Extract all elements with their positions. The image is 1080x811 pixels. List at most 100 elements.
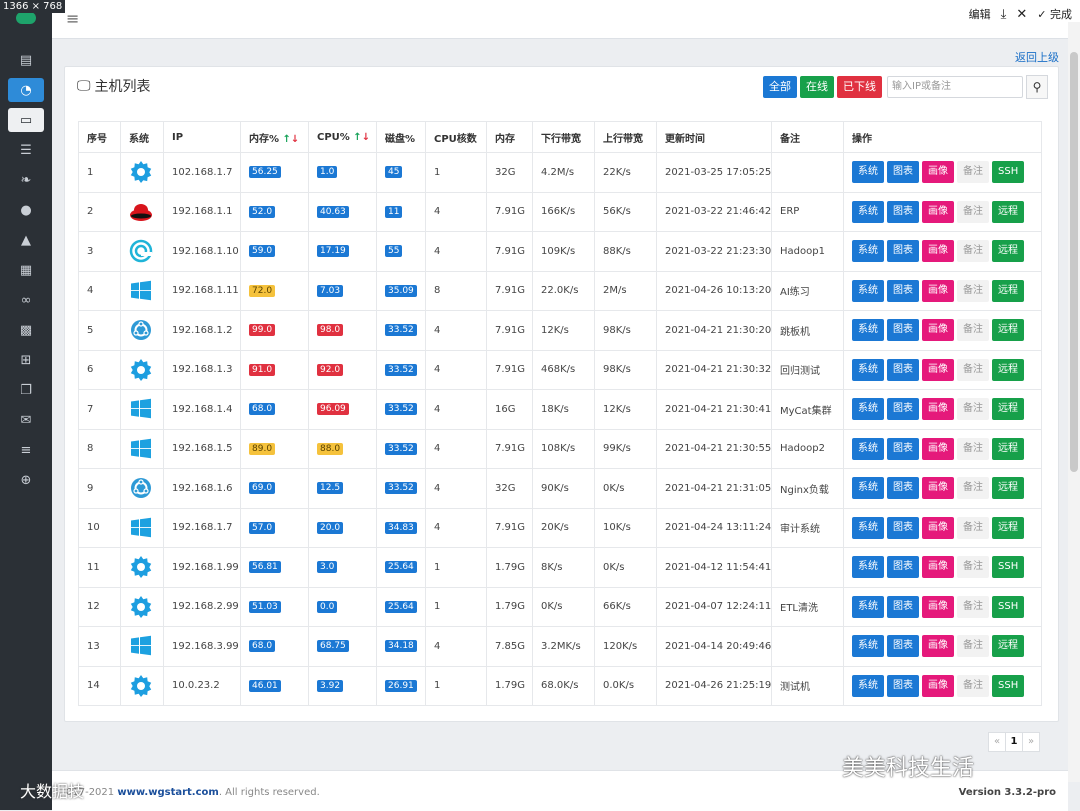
note-button[interactable]: 备注 (957, 556, 989, 579)
system-button[interactable]: 系统 (852, 635, 884, 658)
page-prev[interactable]: « (993, 736, 1001, 747)
page-current[interactable]: 1 (1005, 733, 1023, 751)
profile-button[interactable]: 画像 (922, 595, 954, 618)
nav-docker-icon[interactable]: ▲ (21, 232, 31, 248)
profile-button[interactable]: 画像 (922, 398, 954, 421)
chart-button[interactable]: 图表 (887, 635, 919, 658)
edit-button[interactable]: 编辑 (968, 8, 991, 21)
nav-copy-icon[interactable]: ❐ (20, 382, 32, 398)
remote-button[interactable]: 远程 (992, 477, 1024, 500)
remote-button[interactable]: 远程 (992, 319, 1024, 342)
note-button[interactable]: 备注 (957, 398, 989, 421)
chart-button[interactable]: 图表 (887, 200, 919, 223)
system-button[interactable]: 系统 (852, 595, 884, 618)
note-button[interactable]: 备注 (957, 358, 989, 381)
nav-zoom-icon[interactable]: ⊕ (20, 472, 32, 488)
note-button[interactable]: 备注 (957, 635, 989, 658)
note-button[interactable]: 备注 (957, 240, 989, 263)
nav-grid-icon[interactable]: ▩ (19, 322, 33, 338)
scrollbar[interactable] (1068, 22, 1080, 782)
profile-button[interactable]: 画像 (922, 674, 954, 697)
note-button[interactable]: 备注 (957, 319, 989, 342)
remote-button[interactable]: 远程 (992, 279, 1024, 302)
profile-button[interactable]: 画像 (922, 477, 954, 500)
note-button[interactable]: 备注 (957, 161, 989, 184)
remote-button[interactable]: 远程 (992, 398, 1024, 421)
chart-button[interactable]: 图表 (887, 398, 919, 421)
menu-toggle-icon[interactable]: ≡ (66, 9, 80, 28)
download-icon[interactable]: ⤓ (1000, 6, 1007, 22)
profile-button[interactable]: 画像 (922, 556, 954, 579)
system-button[interactable]: 系统 (852, 279, 884, 302)
nav-plus-square-icon[interactable]: ⊞ (20, 352, 32, 368)
done-button[interactable]: ✓ 完成 (1037, 6, 1072, 22)
chart-button[interactable]: 图表 (887, 240, 919, 263)
chart-button[interactable]: 图表 (887, 556, 919, 579)
system-button[interactable]: 系统 (852, 477, 884, 500)
nav-dashboard-icon[interactable]: ◔ (8, 78, 44, 102)
nav-server-icon[interactable]: ≡ (20, 442, 32, 458)
scrollbar-thumb[interactable] (1070, 52, 1078, 472)
nav-list-icon[interactable]: ☰ (20, 142, 32, 158)
note-button[interactable]: 备注 (957, 279, 989, 302)
chart-button[interactable]: 图表 (887, 161, 919, 184)
system-button[interactable]: 系统 (852, 319, 884, 342)
profile-button[interactable]: 画像 (922, 437, 954, 460)
chart-button[interactable]: 图表 (887, 279, 919, 302)
profile-button[interactable]: 画像 (922, 516, 954, 539)
nav-monitor-icon[interactable]: ▭ (8, 108, 44, 132)
page-next[interactable]: » (1027, 736, 1035, 747)
system-button[interactable]: 系统 (852, 358, 884, 381)
nav-book-icon[interactable]: ▤ (19, 52, 33, 68)
system-button[interactable]: 系统 (852, 240, 884, 263)
profile-button[interactable]: 画像 (922, 161, 954, 184)
profile-button[interactable]: 画像 (922, 635, 954, 658)
chart-button[interactable]: 图表 (887, 516, 919, 539)
sort-icon[interactable]: ↑↓ (282, 133, 300, 145)
note-button[interactable]: 备注 (957, 477, 989, 500)
chart-button[interactable]: 图表 (887, 595, 919, 618)
system-button[interactable]: 系统 (852, 161, 884, 184)
nav-table-icon[interactable]: ▦ (19, 262, 33, 278)
system-button[interactable]: 系统 (852, 437, 884, 460)
system-button[interactable]: 系统 (852, 398, 884, 421)
filter-online-button[interactable]: 在线 (800, 76, 834, 98)
back-link[interactable]: 返回上级 (1015, 51, 1059, 64)
system-button[interactable]: 系统 (852, 556, 884, 579)
nav-link-icon[interactable]: ∞ (20, 292, 32, 308)
chart-button[interactable]: 图表 (887, 437, 919, 460)
search-input[interactable]: 输入IP或备注 (887, 76, 1023, 98)
system-button[interactable]: 系统 (852, 200, 884, 223)
nav-chat-icon[interactable]: ● (20, 202, 32, 218)
nav-leaf-icon[interactable]: ❧ (20, 172, 32, 188)
chart-button[interactable]: 图表 (887, 319, 919, 342)
nav-mail-icon[interactable]: ✉ (20, 412, 32, 428)
note-button[interactable]: 备注 (957, 200, 989, 223)
filter-all-button[interactable]: 全部 (763, 76, 797, 98)
search-icon[interactable]: ⚲ (1026, 75, 1048, 99)
remote-button[interactable]: 远程 (992, 437, 1024, 460)
chart-button[interactable]: 图表 (887, 674, 919, 697)
profile-button[interactable]: 画像 (922, 319, 954, 342)
filter-offline-button[interactable]: 已下线 (837, 76, 882, 98)
chart-button[interactable]: 图表 (887, 477, 919, 500)
sort-icon[interactable]: ↑↓ (353, 131, 371, 143)
chart-button[interactable]: 图表 (887, 358, 919, 381)
profile-button[interactable]: 画像 (922, 200, 954, 223)
note-button[interactable]: 备注 (957, 516, 989, 539)
profile-button[interactable]: 画像 (922, 358, 954, 381)
system-button[interactable]: 系统 (852, 674, 884, 697)
remote-button[interactable]: SSH (992, 161, 1025, 184)
close-icon[interactable]: ✕ (1016, 6, 1028, 22)
remote-button[interactable]: 远程 (992, 200, 1024, 223)
remote-button[interactable]: 远程 (992, 516, 1024, 539)
site-link[interactable]: www.wgstart.com (117, 787, 219, 798)
remote-button[interactable]: 远程 (992, 358, 1024, 381)
remote-button[interactable]: SSH (992, 556, 1025, 579)
remote-button[interactable]: 远程 (992, 635, 1024, 658)
remote-button[interactable]: 远程 (992, 240, 1024, 263)
remote-button[interactable]: SSH (992, 674, 1025, 697)
profile-button[interactable]: 画像 (922, 279, 954, 302)
system-button[interactable]: 系统 (852, 516, 884, 539)
remote-button[interactable]: SSH (992, 595, 1025, 618)
